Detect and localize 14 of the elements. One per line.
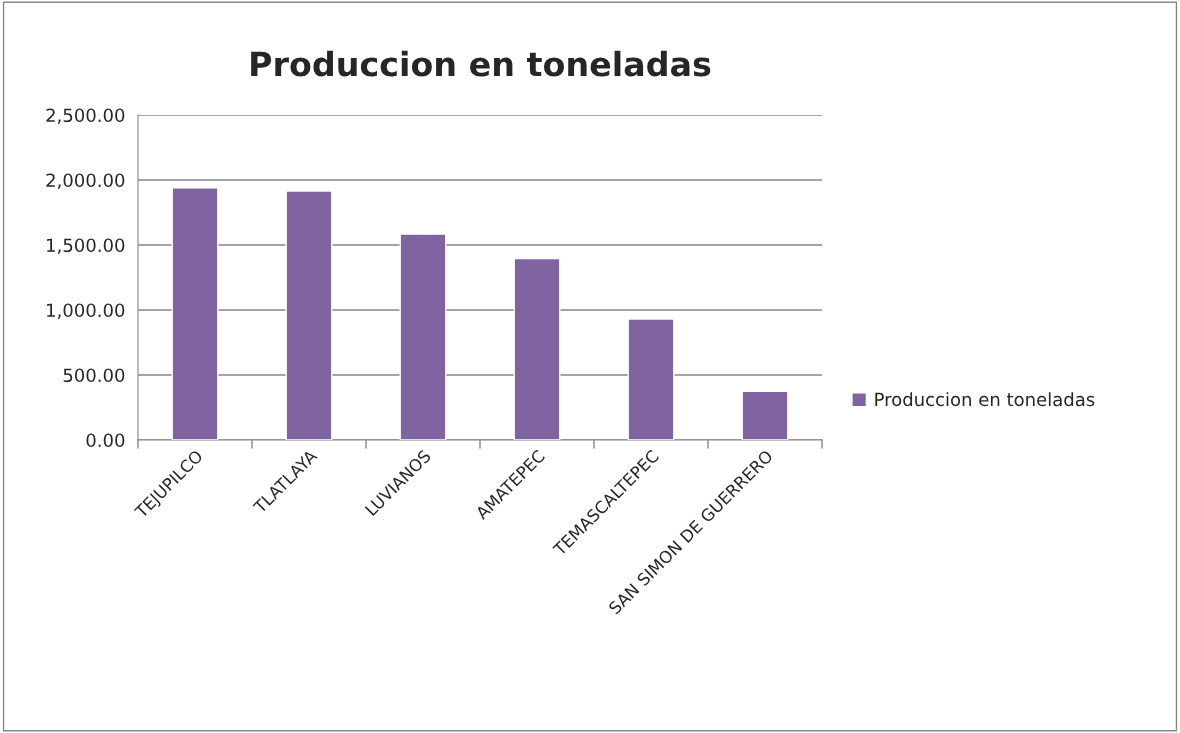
bar [399, 233, 447, 440]
bar [741, 390, 789, 440]
y-tick-label: 500.00 [63, 368, 125, 383]
y-tick-label: 2,000.00 [46, 173, 125, 189]
bar [285, 190, 333, 440]
bar [627, 318, 675, 440]
y-tick-label: 0.00 [86, 433, 125, 448]
chart-title: Produccion en toneladas [251, 50, 711, 77]
y-tick-label: 1,000.00 [47, 303, 125, 319]
bar [171, 187, 219, 440]
y-tick-label: 1,500.00 [47, 238, 125, 254]
legend-label: Produccion en toneladas [875, 392, 1095, 407]
bar [513, 257, 561, 440]
y-tick-label: 2,500.00 [46, 108, 125, 124]
